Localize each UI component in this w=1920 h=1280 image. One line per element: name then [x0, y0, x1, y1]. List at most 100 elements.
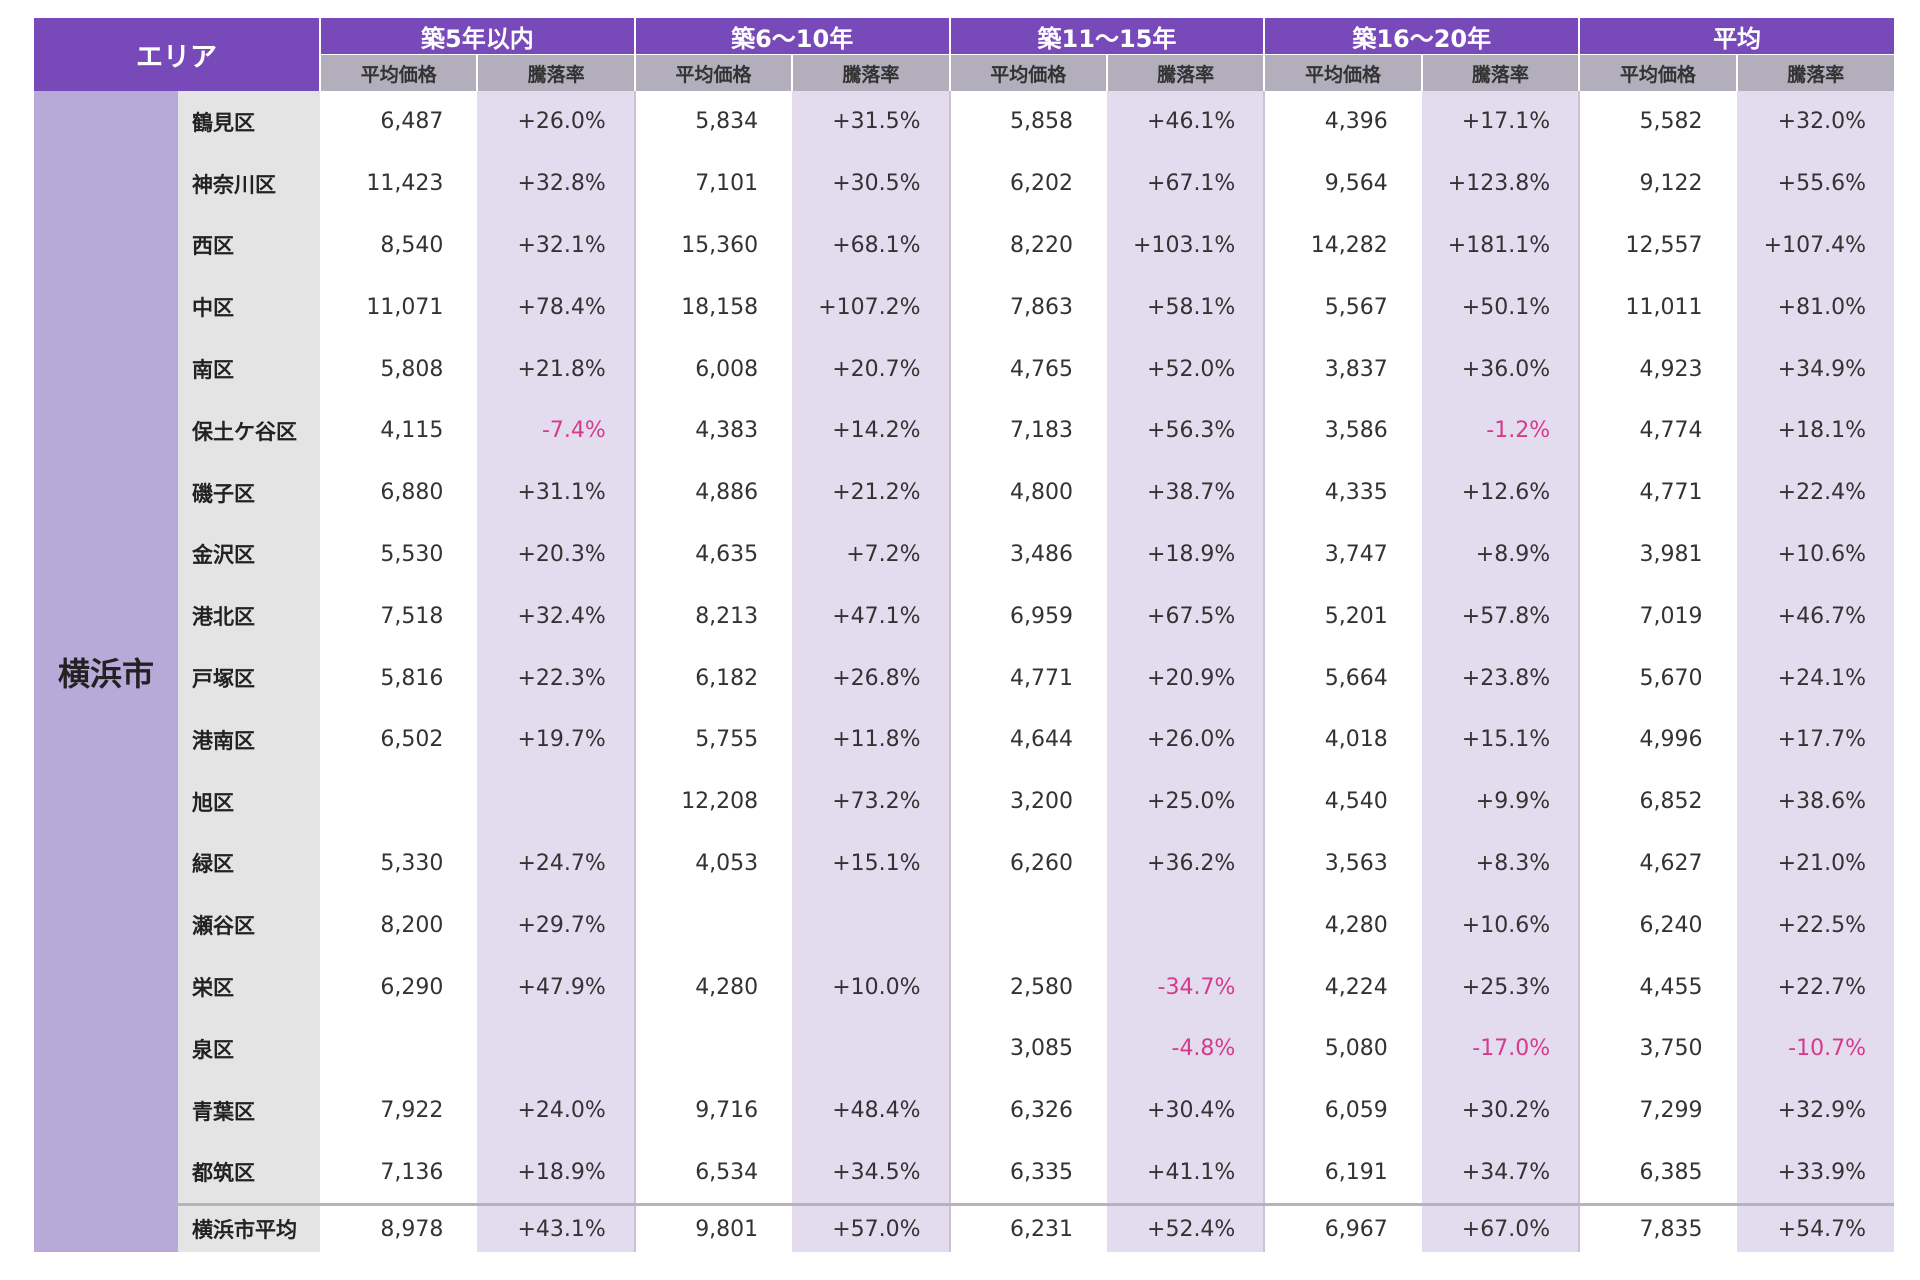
avg-price-cell: 3,750 — [1578, 1017, 1737, 1080]
avg-price-cell: 11,011 — [1578, 276, 1737, 339]
table-row: 旭区 12,208 +73.2% 3,200 +25.0% 4,540 +9.9% 6,852… — [34, 770, 1894, 833]
change-rate-cell: -34.7% — [1106, 956, 1265, 1018]
avg-price-cell: 3,981 — [1578, 523, 1737, 586]
change-rate-cell: +30.4% — [1106, 1079, 1265, 1142]
avg-price-cell: 11,423 — [320, 152, 478, 215]
avg-price-cell: 5,582 — [1578, 91, 1737, 153]
avg-price-cell: 6,880 — [320, 461, 478, 524]
avg-price-cell: 4,774 — [1578, 399, 1737, 462]
avg-price-cell: 6,385 — [1578, 1141, 1737, 1205]
price-column-header: 平均価格 — [1263, 54, 1422, 91]
change-rate-cell: +38.6% — [1736, 770, 1894, 833]
avg-price-cell: 8,213 — [633, 585, 793, 648]
avg-price-cell: 6,240 — [1578, 894, 1737, 957]
average-label: 横浜市平均 — [178, 1203, 320, 1253]
city-label: 横浜市 — [34, 91, 178, 1253]
change-rate-cell: +24.1% — [1736, 647, 1894, 709]
change-rate-cell: +57.8% — [1421, 585, 1580, 648]
price-table-container: エリア 築5年以内 築6～10年 築11～15年 築16～20年 平均 平均価格 騰落率平… — [34, 18, 1894, 1253]
change-rate-cell: +8.9% — [1421, 523, 1580, 586]
change-rate-cell: +7.2% — [792, 523, 950, 586]
change-rate-cell: +78.4% — [477, 276, 635, 339]
avg-price-cell: 3,085 — [948, 1017, 1107, 1080]
table-row: 中区 11,071 +78.4% 18,158 +107.2% 7,863 +58.1% 5,… — [34, 276, 1894, 339]
change-rate-cell: +24.7% — [477, 832, 635, 895]
ward-name: 都筑区 — [178, 1141, 320, 1205]
avg-price-cell: 7,518 — [320, 585, 478, 648]
ward-name: 青葉区 — [178, 1079, 320, 1142]
change-rate-cell: +81.0% — [1736, 276, 1894, 339]
ward-name: 西区 — [178, 214, 320, 277]
change-rate-cell: +58.1% — [1106, 276, 1265, 339]
avg-price-cell: 9,801 — [633, 1203, 793, 1253]
change-rate-cell: +18.9% — [477, 1141, 635, 1205]
avg-price-cell: 4,383 — [633, 399, 793, 462]
avg-price-cell: 3,586 — [1263, 399, 1422, 462]
change-rate-cell: +181.1% — [1421, 214, 1580, 277]
avg-price-cell — [948, 894, 1107, 957]
avg-price-cell: 6,959 — [948, 585, 1107, 648]
ward-name: 戸塚区 — [178, 647, 320, 709]
change-rate-cell: +19.7% — [477, 708, 635, 771]
change-rate-cell: +26.0% — [1106, 708, 1265, 771]
ward-name: 保土ケ谷区 — [178, 399, 320, 462]
avg-price-cell: 6,967 — [1263, 1203, 1422, 1253]
table-row: 青葉区 7,922 +24.0% 9,716 +48.4% 6,326 +30.4% 6,05… — [34, 1079, 1894, 1142]
area-header: エリア — [34, 18, 320, 91]
avg-price-cell: 7,835 — [1578, 1203, 1737, 1253]
avg-price-cell: 5,330 — [320, 832, 478, 895]
avg-price-cell: 4,396 — [1263, 91, 1422, 153]
rate-column-header: 騰落率 — [1735, 54, 1894, 91]
avg-price-cell: 4,053 — [633, 832, 793, 895]
ward-name: 瀬谷区 — [178, 894, 320, 957]
avg-price-cell: 3,486 — [948, 523, 1107, 586]
avg-price-cell: 7,101 — [633, 152, 793, 215]
change-rate-cell: +30.5% — [792, 152, 950, 215]
avg-price-cell: 8,220 — [948, 214, 1107, 277]
change-rate-cell: +15.1% — [792, 832, 950, 895]
avg-price-cell: 4,280 — [1263, 894, 1422, 957]
change-rate-cell: +32.0% — [1736, 91, 1894, 153]
avg-price-cell: 6,260 — [948, 832, 1107, 895]
price-column-header: 平均価格 — [1578, 54, 1737, 91]
avg-price-cell: 6,290 — [320, 956, 478, 1018]
avg-price-cell: 9,716 — [633, 1079, 793, 1142]
change-rate-cell: +68.1% — [792, 214, 950, 277]
avg-price-cell: 5,530 — [320, 523, 478, 586]
change-rate-cell: +30.2% — [1421, 1079, 1580, 1142]
change-rate-cell: +34.9% — [1736, 338, 1894, 400]
change-rate-cell: +36.2% — [1106, 832, 1265, 895]
change-rate-cell: +29.7% — [477, 894, 635, 957]
change-rate-cell: +25.0% — [1106, 770, 1265, 833]
rate-column-header: 騰落率 — [791, 54, 950, 91]
avg-price-cell: 4,644 — [948, 708, 1107, 771]
avg-price-cell: 3,747 — [1263, 523, 1422, 586]
change-rate-cell: +22.7% — [1736, 956, 1894, 1018]
price-column-header: 平均価格 — [948, 54, 1107, 91]
avg-price-cell: 7,922 — [320, 1079, 478, 1142]
change-rate-cell: +17.7% — [1736, 708, 1894, 771]
avg-price-cell: 6,534 — [633, 1141, 793, 1205]
avg-price-cell: 4,765 — [948, 338, 1107, 400]
change-rate-cell: -7.4% — [477, 399, 635, 462]
avg-price-cell: 4,335 — [1263, 461, 1422, 524]
avg-price-cell: 6,059 — [1263, 1079, 1422, 1142]
avg-price-cell: 5,670 — [1578, 647, 1737, 709]
ward-name: 港北区 — [178, 585, 320, 648]
change-rate-cell: +34.5% — [792, 1141, 950, 1205]
change-rate-cell: +54.7% — [1736, 1203, 1894, 1253]
average-row: 横浜市平均 8,978 +43.1% 9,801 +57.0% 6,231 +52.4% 6,… — [34, 1203, 1894, 1253]
table-row: 緑区 5,330 +24.7% 4,053 +15.1% 6,260 +36.2% 3,563… — [34, 832, 1894, 895]
change-rate-cell: +22.3% — [477, 647, 635, 709]
change-rate-cell: +32.9% — [1736, 1079, 1894, 1142]
avg-price-cell: 4,627 — [1578, 832, 1737, 895]
change-rate-cell: +10.0% — [792, 956, 950, 1018]
column-group-header: 築5年以内 — [319, 18, 635, 55]
ward-name: 神奈川区 — [178, 152, 320, 215]
change-rate-cell: +32.8% — [477, 152, 635, 215]
avg-price-cell: 4,455 — [1578, 956, 1737, 1018]
change-rate-cell: +67.5% — [1106, 585, 1265, 648]
change-rate-cell: +26.8% — [792, 647, 950, 709]
avg-price-cell: 3,837 — [1263, 338, 1422, 400]
change-rate-cell — [477, 770, 635, 833]
